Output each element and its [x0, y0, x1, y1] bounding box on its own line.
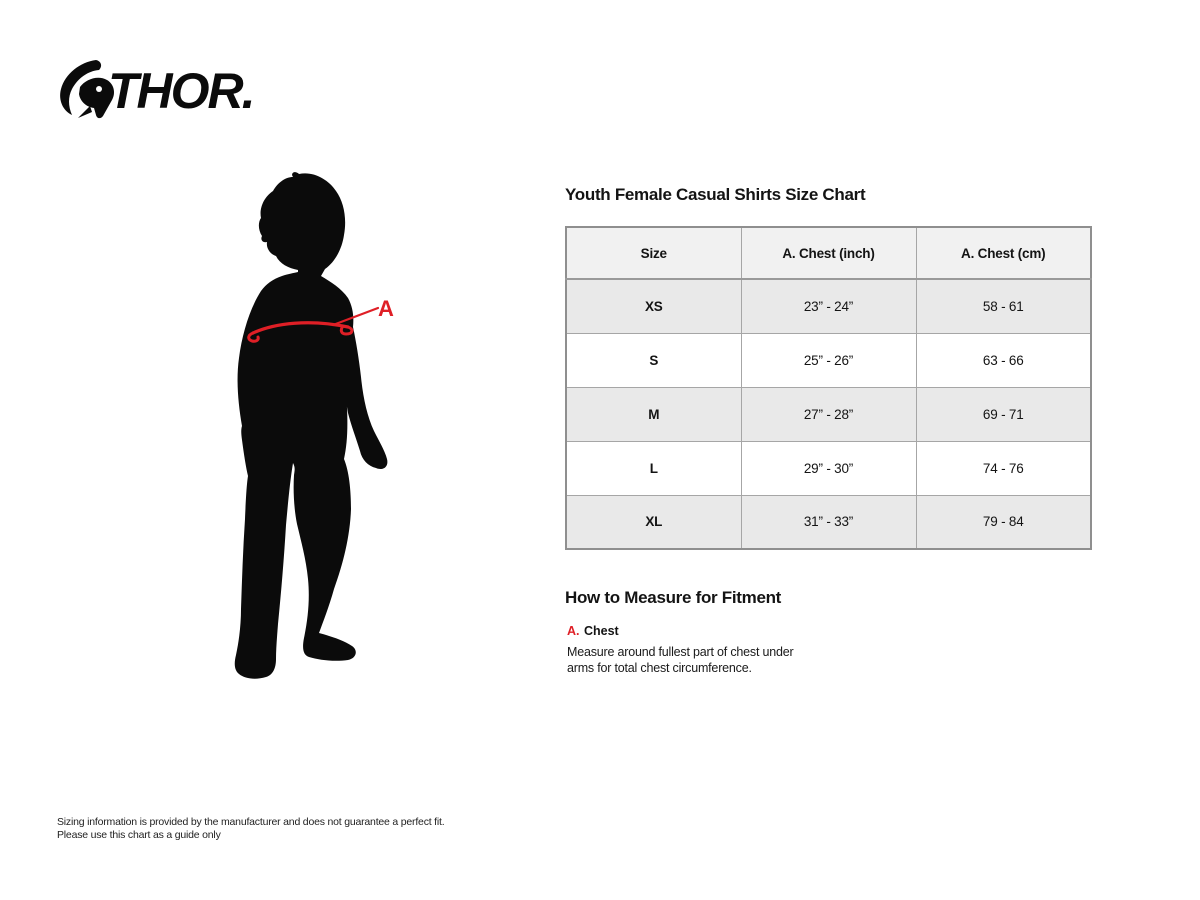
size-cell: XS — [565, 278, 742, 334]
size-cell: XL — [565, 494, 742, 550]
size-cell: M — [565, 386, 742, 442]
size-cell: L — [565, 440, 742, 496]
table-row: S 25” - 26” 63 - 66 — [565, 332, 1092, 388]
chest-inch-cell: 25” - 26” — [740, 332, 917, 388]
disclaimer-line-2: Please use this chart as a guide only — [57, 829, 221, 842]
chest-inch-cell: 23” - 24” — [740, 278, 917, 334]
chest-annotation-label: A — [378, 296, 394, 321]
disclaimer-footer: Sizing information is provided by the ma… — [57, 816, 445, 842]
thor-logo: THOR. — [56, 56, 256, 122]
chest-inch-cell: 31” - 33” — [740, 494, 917, 550]
size-chart-title: Youth Female Casual Shirts Size Chart — [565, 185, 866, 204]
chest-cm-cell: 79 - 84 — [915, 494, 1092, 550]
column-header-chest-inch: A. Chest (inch) — [740, 226, 917, 280]
chest-cm-cell: 58 - 61 — [915, 278, 1092, 334]
table-row: M 27” - 28” 69 - 71 — [565, 386, 1092, 442]
table-row: XS 23” - 24” 58 - 61 — [565, 278, 1092, 334]
size-chart-table: Size A. Chest (inch) A. Chest (cm) XS 23… — [565, 226, 1092, 550]
measure-item-description: Measure around fullest part of chest und… — [567, 645, 794, 675]
chest-cm-cell: 63 - 66 — [915, 332, 1092, 388]
chest-inch-cell: 29” - 30” — [740, 440, 917, 496]
chest-cm-cell: 69 - 71 — [915, 386, 1092, 442]
size-chart-table-container: Size A. Chest (inch) A. Chest (cm) XS 23… — [565, 226, 1092, 550]
chest-measure-annotation — [247, 306, 380, 343]
table-row: XL 31” - 33” 79 - 84 — [565, 494, 1092, 550]
chest-cm-cell: 74 - 76 — [915, 440, 1092, 496]
thor-goat-icon — [60, 60, 115, 119]
fitment-figure: A — [200, 170, 460, 710]
measure-guide-heading: How to Measure for Fitment — [565, 588, 782, 607]
column-header-chest-cm: A. Chest (cm) — [915, 226, 1092, 280]
brand-wordmark: THOR. — [108, 63, 254, 119]
table-header-row: Size A. Chest (inch) A. Chest (cm) — [565, 226, 1092, 280]
size-cell: S — [565, 332, 742, 388]
measure-item-name: Chest — [583, 624, 619, 638]
table-row: L 29” - 30” 74 - 76 — [565, 440, 1092, 496]
measure-item-key: A. — [567, 624, 580, 638]
child-silhouette-graphic: A — [234, 172, 394, 679]
child-silhouette — [234, 172, 388, 679]
disclaimer-line-1: Sizing information is provided by the ma… — [57, 816, 445, 828]
measure-item-title: A. Chest — [567, 622, 817, 640]
chest-inch-cell: 27” - 28” — [740, 386, 917, 442]
thor-logo-graphic: THOR. — [60, 60, 256, 119]
measure-guide-item: A. Chest Measure around fullest part of … — [567, 622, 817, 676]
column-header-size: Size — [565, 226, 742, 280]
